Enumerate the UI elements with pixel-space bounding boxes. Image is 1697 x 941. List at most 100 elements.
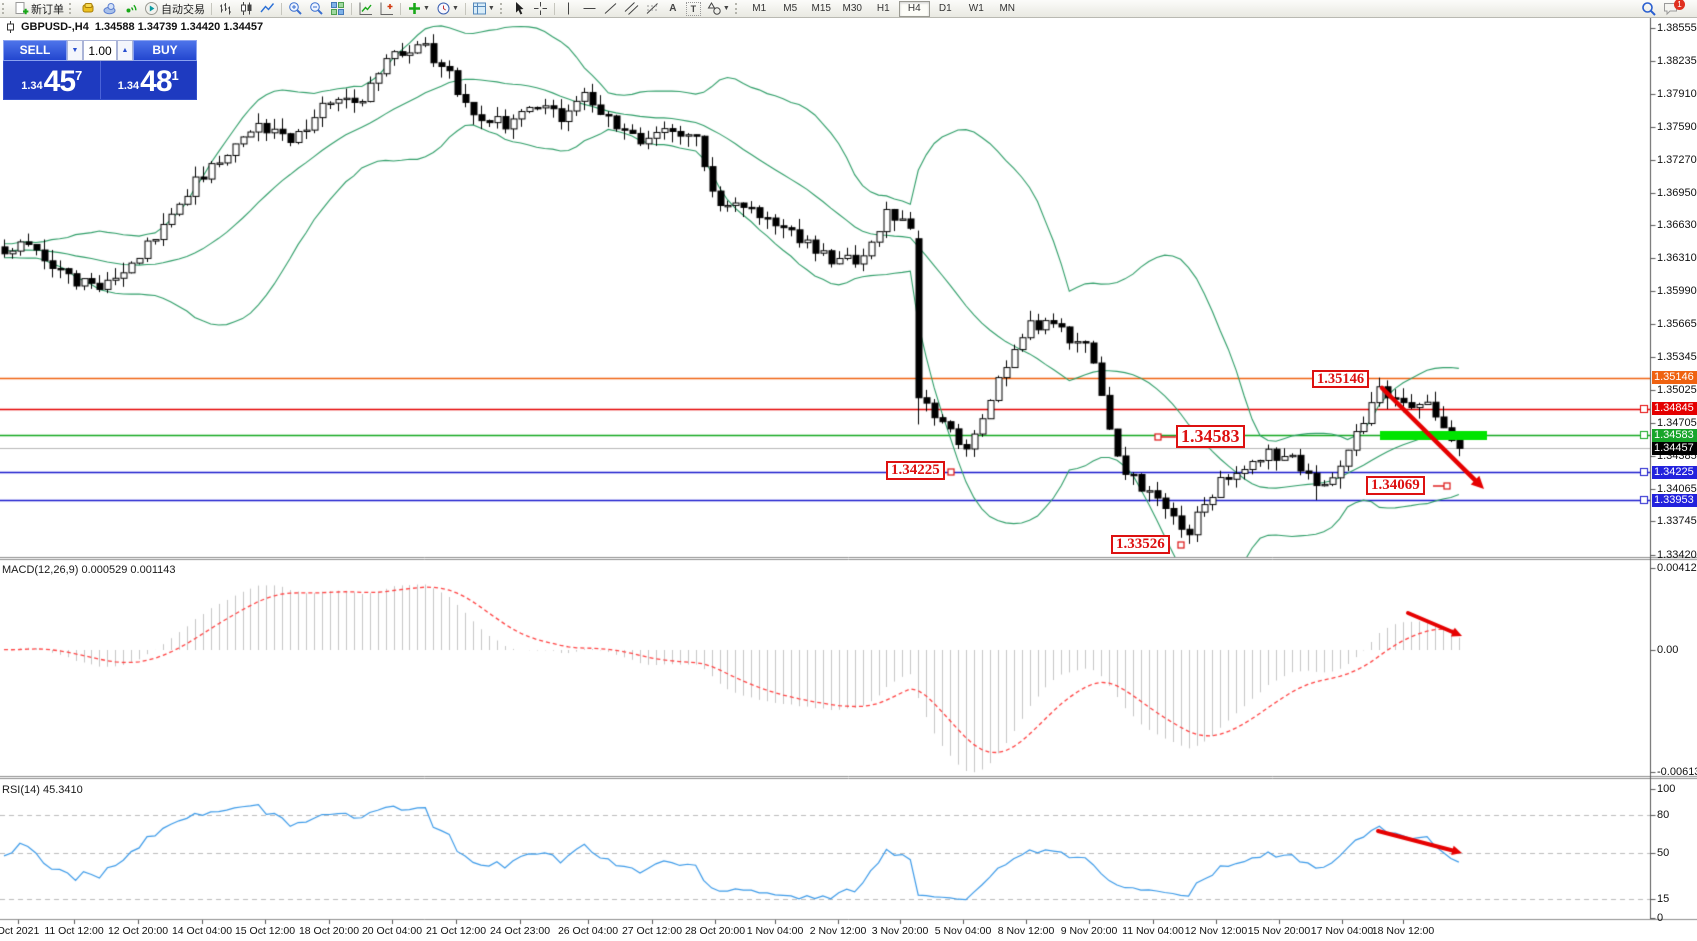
- search-icon[interactable]: [1638, 0, 1660, 18]
- time-axis-label: 15 Oct 12:00: [234, 925, 296, 937]
- toolbar-grip: [734, 3, 741, 14]
- rsi-axis-tick: 80: [1657, 808, 1670, 821]
- price-axis-tick: 1.35990: [1657, 285, 1697, 298]
- macd-axis-tick: 0.004128: [1657, 561, 1697, 574]
- bar-chart-icon[interactable]: [215, 0, 236, 18]
- dropdown-arrow-icon: ▼: [451, 5, 459, 12]
- rsi-axis-tick: 0: [1657, 911, 1664, 924]
- cursor-icon[interactable]: [509, 0, 530, 18]
- timeframe-button-h1[interactable]: H1: [876, 2, 890, 14]
- zoom-out-icon[interactable]: [306, 0, 327, 18]
- add-indicator-button[interactable]: ▼: [404, 0, 433, 18]
- candlestick-chart-icon[interactable]: [236, 0, 257, 18]
- line-chart-icon[interactable]: [257, 0, 278, 18]
- zoom-in-icon[interactable]: [285, 0, 306, 18]
- price-line-tag: 1.34583: [1652, 428, 1697, 442]
- toolbar: 新订单 自动交易 ▼ ▼ ▼ A T: [0, 0, 1697, 18]
- time-axis-label: 27 Oct 12:00: [621, 925, 683, 937]
- period-clock-button[interactable]: ▼: [433, 0, 462, 18]
- crosshair-icon[interactable]: [530, 0, 551, 18]
- buy-price[interactable]: 1.34 48 1: [101, 61, 197, 99]
- signals-icon[interactable]: [120, 0, 141, 18]
- timeframe-button-w1[interactable]: W1: [968, 2, 984, 14]
- price-axis-tick: 1.36310: [1657, 252, 1697, 265]
- price-annotation[interactable]: 1.34069: [1366, 476, 1425, 495]
- price-annotation[interactable]: 1.35146: [1312, 370, 1370, 388]
- dropdown-arrow-icon: ▼: [722, 5, 730, 12]
- timeframe-button-m15[interactable]: M15: [811, 2, 831, 14]
- time-axis-label: 2 Nov 12:00: [809, 925, 867, 937]
- fibonacci-tool-icon[interactable]: [642, 0, 663, 18]
- buy-price-big: 48: [140, 65, 172, 98]
- dropdown-arrow-icon: ▼: [423, 5, 430, 12]
- time-axis-label: 1 Nov 04:00: [746, 925, 804, 937]
- current-price-tag: 1.34457: [1652, 441, 1697, 455]
- price-axis-tick: 1.36630: [1657, 219, 1697, 232]
- sell-price[interactable]: 1.34 45 7: [4, 61, 101, 99]
- timeframe-button-m30[interactable]: M30: [842, 2, 862, 14]
- price-axis-tick: 1.34705: [1657, 416, 1697, 429]
- time-axis-label: 12 Oct 20:00: [107, 925, 169, 937]
- vertical-line-tool-icon[interactable]: [558, 0, 579, 18]
- time-axis-label: 5 Nov 04:00: [934, 925, 992, 937]
- timeframe-button-mn[interactable]: MN: [999, 2, 1016, 14]
- price-axis-tick: 1.35665: [1657, 318, 1697, 331]
- buy-button[interactable]: BUY: [133, 40, 197, 61]
- price-annotation[interactable]: 1.33526: [1111, 535, 1170, 554]
- deposit-icon[interactable]: [78, 0, 99, 18]
- rsi-axis-tick: 100: [1657, 783, 1676, 796]
- horizontal-line-tool-icon[interactable]: [579, 0, 600, 18]
- timeframe-button-m5[interactable]: M5: [783, 2, 798, 14]
- sell-button[interactable]: SELL: [3, 40, 67, 61]
- sell-price-prefix: 1.34: [21, 80, 43, 92]
- dropdown-arrow-icon: ▼: [487, 5, 495, 12]
- objects-window-icon[interactable]: [376, 0, 397, 18]
- templates-icon[interactable]: ▼: [469, 0, 498, 18]
- timeframe-button-d1[interactable]: D1: [938, 2, 952, 14]
- autotrading-button[interactable]: 自动交易: [141, 0, 208, 18]
- trendline-tool-icon[interactable]: [600, 0, 621, 18]
- toolbar-grip: [69, 3, 75, 14]
- macd-axis-tick: 0.00: [1657, 643, 1679, 656]
- lot-increase-button[interactable]: ▲: [117, 40, 133, 61]
- time-axis-label: 20 Oct 04:00: [361, 925, 423, 937]
- price-axis-tick: 1.38555: [1657, 21, 1697, 34]
- text-tool-icon[interactable]: A: [669, 3, 677, 14]
- notifications-button[interactable]: 1: [1660, 0, 1693, 18]
- timeframe-button-m1[interactable]: M1: [752, 2, 767, 14]
- time-axis-label: Oct 2021: [0, 925, 40, 937]
- time-axis-label: 24 Oct 23:00: [489, 925, 551, 937]
- lot-decrease-button[interactable]: ▼: [67, 40, 83, 61]
- toolbar-separator: [400, 2, 401, 15]
- price-annotation[interactable]: 1.34583: [1176, 425, 1245, 448]
- price-axis-tick: 1.35025: [1657, 384, 1697, 397]
- time-axis-label: 8 Nov 12:00: [997, 925, 1055, 937]
- price-line-tag: 1.34845: [1652, 402, 1697, 416]
- text-label-tool-icon[interactable]: T: [683, 0, 704, 18]
- indicator-window-icon[interactable]: [355, 0, 376, 18]
- autotrading-play-icon: [144, 1, 159, 16]
- rsi-axis-tick: 15: [1657, 892, 1670, 905]
- symbol-period-label: GBPUSD-,H4: [21, 21, 89, 33]
- new-order-button[interactable]: 新订单: [11, 0, 67, 18]
- toolbar-separator: [281, 2, 282, 15]
- time-axis-label: 15 Nov 20:00: [1247, 925, 1311, 937]
- rsi-indicator-label: RSI(14) 45.3410: [2, 784, 83, 796]
- toolbar-separator: [553, 2, 555, 15]
- toolbar-grip: [2, 3, 8, 14]
- time-axis-label: 12 Nov 12:00: [1184, 925, 1248, 937]
- one-click-trade-panel: SELL ▼ ▲ BUY 1.34 45 7 1.34 48 1: [3, 40, 197, 100]
- shapes-tool-icon[interactable]: ▼: [704, 0, 733, 18]
- price-axis-tick: 1.37590: [1657, 120, 1697, 133]
- price-annotation[interactable]: 1.34225: [886, 461, 945, 480]
- price-axis-tick: 1.33420: [1657, 548, 1697, 561]
- lot-size-input[interactable]: [83, 40, 117, 61]
- time-axis-label: 11 Oct 12:00: [44, 925, 104, 937]
- timeframe-button-h4[interactable]: H4: [898, 0, 930, 17]
- macd-indicator-label: MACD(12,26,9) 0.000529 0.001143: [2, 564, 176, 576]
- chart-profile-icon[interactable]: [99, 0, 120, 18]
- channel-tool-icon[interactable]: [621, 0, 642, 18]
- autotrading-label: 自动交易: [161, 3, 205, 16]
- tile-windows-icon[interactable]: [327, 0, 348, 18]
